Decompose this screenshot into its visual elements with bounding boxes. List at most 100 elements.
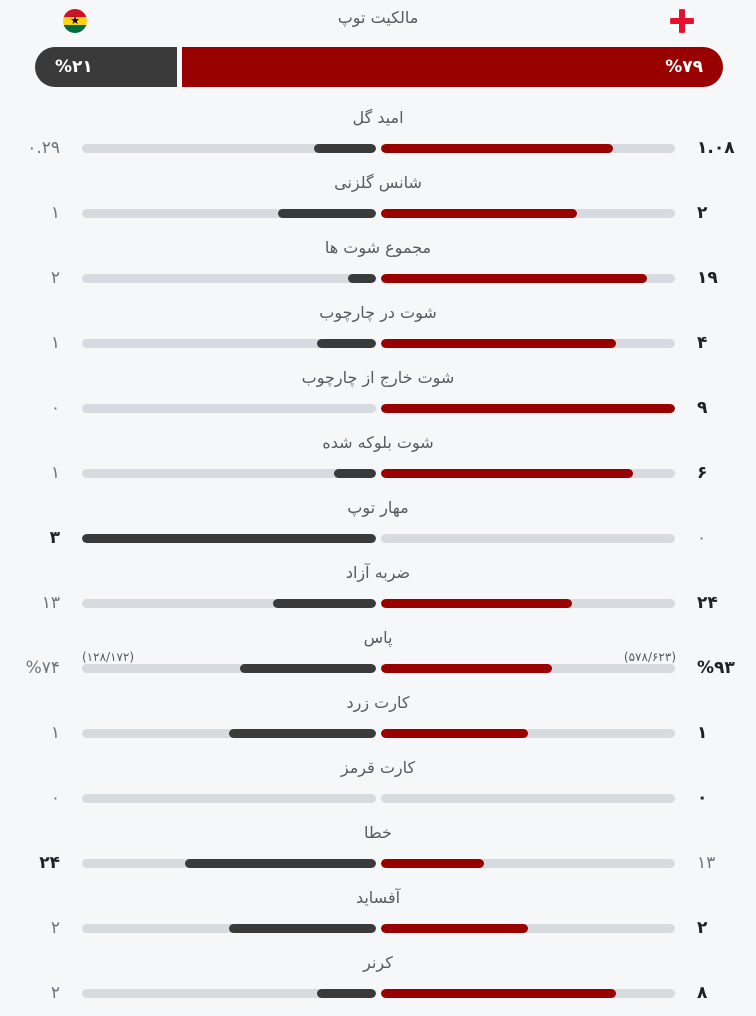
stat-bar-home-fill bbox=[381, 339, 617, 348]
stat-bar-home bbox=[381, 859, 675, 868]
stat-row: مجموع شوت ها ۱۹ ۲ bbox=[0, 236, 756, 301]
stat-bar-home-fill bbox=[381, 209, 577, 218]
stat-bar-away bbox=[82, 339, 376, 348]
stat-bar-away bbox=[82, 209, 376, 218]
stat-row: کارت قرمز ۰ ۰ bbox=[0, 756, 756, 821]
stat-bar-away bbox=[82, 469, 376, 478]
stat-bar-home bbox=[381, 274, 675, 283]
stat-bar-home bbox=[381, 144, 675, 153]
stat-row: کارت زرد ۱ ۱ bbox=[0, 691, 756, 756]
possession-home-label: %۷۹ bbox=[665, 57, 703, 77]
stat-row: کرنر ۸ ۲ bbox=[0, 951, 756, 1016]
stat-bar-away-fill bbox=[229, 924, 376, 933]
stat-value-home: ۱.۰۸ bbox=[697, 138, 735, 158]
stat-bar-home bbox=[381, 209, 675, 218]
stat-value-away: ۰ bbox=[50, 398, 60, 418]
stat-row: شوت خارج از چارچوب ۹ ۰ bbox=[0, 366, 756, 431]
stat-bar-home bbox=[381, 989, 675, 998]
stat-value-home: ۹ bbox=[697, 398, 708, 418]
stat-bar-away-fill bbox=[313, 144, 376, 153]
stat-value-home: ۲ bbox=[697, 203, 708, 223]
stat-bar-home-fill bbox=[381, 144, 613, 153]
stat-bar-away-fill bbox=[272, 599, 376, 608]
stat-bar-away-fill bbox=[229, 729, 376, 738]
stat-bar-home bbox=[381, 794, 675, 803]
stat-row: مهار توپ ۰ ۳ bbox=[0, 496, 756, 561]
stat-bar-away-fill bbox=[82, 534, 376, 543]
stat-label: شوت بلوکه شده bbox=[322, 433, 434, 452]
stat-row: پاس %۹۳ %۷۴ (۵۷۸/۶۲۳) (۱۲۸/۱۷۲) bbox=[0, 626, 756, 691]
stat-bar-away-fill bbox=[185, 859, 376, 868]
stat-value-home: ۰ bbox=[697, 528, 707, 548]
stat-row: ضربه آزاد ۲۴ ۱۳ bbox=[0, 561, 756, 626]
stat-value-away: ۲۴ bbox=[39, 853, 60, 873]
stat-row: شوت بلوکه شده ۶ ۱ bbox=[0, 431, 756, 496]
stat-bar-home bbox=[381, 404, 675, 413]
stat-value-home: %۹۳ bbox=[697, 658, 735, 678]
stat-value-home: ۸ bbox=[697, 983, 708, 1003]
stat-value-home: ۱۳ bbox=[697, 853, 716, 873]
stat-label: مهار توپ bbox=[347, 498, 409, 517]
stat-value-away: ۰ bbox=[50, 788, 60, 808]
stat-bar-away-fill bbox=[317, 339, 376, 348]
ghana-flag-icon: ★ bbox=[63, 9, 87, 33]
stat-bar-away bbox=[82, 794, 376, 803]
stat-value-away: ۳ bbox=[49, 528, 60, 548]
possession-bar: %۲۱ %۷۹ bbox=[35, 47, 723, 87]
stat-bar-home bbox=[381, 339, 675, 348]
stat-value-away: ۰.۲۹ bbox=[27, 138, 60, 158]
stat-value-home: ۰ bbox=[697, 788, 708, 808]
stat-bar-home bbox=[381, 599, 675, 608]
stat-bar-away bbox=[82, 729, 376, 738]
england-flag-icon bbox=[670, 9, 694, 33]
stat-bar-away-fill bbox=[317, 989, 376, 998]
stat-row: آفساید ۲ ۲ bbox=[0, 886, 756, 951]
stat-bar-away bbox=[82, 534, 376, 543]
stat-label: شانس گلزنی bbox=[334, 173, 422, 192]
stat-label: خطا bbox=[364, 823, 392, 842]
stat-bar-home bbox=[381, 534, 675, 543]
stat-sub-home: (۵۷۸/۶۲۳) bbox=[623, 650, 676, 664]
stat-value-away: ۱ bbox=[50, 463, 60, 483]
stat-value-away: ۲ bbox=[50, 918, 60, 938]
stat-value-away: ۲ bbox=[50, 268, 60, 288]
stat-bar-home-fill bbox=[381, 859, 485, 868]
stat-label: ضربه آزاد bbox=[345, 563, 411, 582]
stat-label: آفساید bbox=[355, 888, 401, 907]
stat-bar-home bbox=[381, 729, 675, 738]
stat-bar-away-fill bbox=[278, 209, 376, 218]
stat-bar-home bbox=[381, 469, 675, 478]
stat-bar-away bbox=[82, 859, 376, 868]
stat-bar-home bbox=[381, 924, 675, 933]
possession-title: مالکیت توپ bbox=[337, 8, 419, 27]
stat-row: امید گل ۱.۰۸ ۰.۲۹ bbox=[0, 106, 756, 171]
stat-bar-away bbox=[82, 664, 376, 673]
stat-bar-home-fill bbox=[381, 274, 647, 283]
stat-bar-home bbox=[381, 664, 675, 673]
stat-bar-away bbox=[82, 989, 376, 998]
possession-header: ★ مالکیت توپ bbox=[0, 0, 756, 44]
stat-bar-home-fill bbox=[381, 729, 528, 738]
stat-label: امید گل bbox=[352, 108, 404, 127]
stat-value-away: ۱ bbox=[50, 203, 60, 223]
stat-sub-away: (۱۲۸/۱۷۲) bbox=[82, 650, 135, 664]
stat-value-home: ۱۹ bbox=[697, 268, 718, 288]
stat-label: کرنر bbox=[363, 953, 393, 972]
stat-bar-away bbox=[82, 924, 376, 933]
possession-home: %۷۹ bbox=[181, 47, 723, 87]
stat-label: شوت در چارچوب bbox=[319, 303, 437, 322]
stat-row: خطا ۱۳ ۲۴ bbox=[0, 821, 756, 886]
stat-bar-away-fill bbox=[240, 664, 376, 673]
possession-away-label: %۲۱ bbox=[55, 57, 93, 77]
stats-list: امید گل ۱.۰۸ ۰.۲۹ شانس گلزنی ۲ ۱ مجموع شوت ها ۱… bbox=[0, 106, 756, 1016]
stat-row: شوت در چارچوب ۴ ۱ bbox=[0, 301, 756, 366]
stat-value-away: ۱ bbox=[50, 333, 60, 353]
stat-value-home: ۲۴ bbox=[697, 593, 718, 613]
stat-label: شوت خارج از چارچوب bbox=[301, 368, 455, 387]
stat-label: مجموع شوت ها bbox=[324, 238, 432, 257]
stat-value-home: ۱ bbox=[697, 723, 708, 743]
stat-value-home: ۲ bbox=[697, 918, 708, 938]
stat-bar-away bbox=[82, 274, 376, 283]
possession-away: %۲۱ bbox=[35, 47, 177, 87]
stat-label: کارت قرمز bbox=[340, 758, 416, 777]
